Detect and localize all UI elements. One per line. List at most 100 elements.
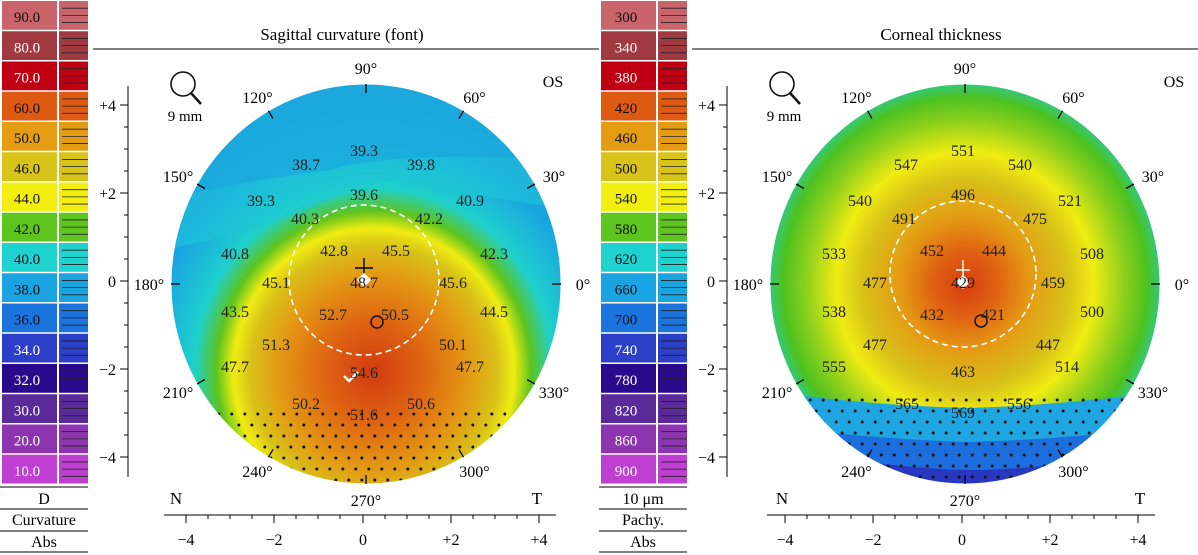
map-value: 40.8 [221,246,249,263]
map-value: 50.5 [381,307,409,324]
angle-label: 180° [733,277,763,294]
scale-level-label: 860 [615,434,638,450]
map-value: 45.6 [439,275,467,292]
map-value: 45.5 [382,243,410,260]
scale-level-label: 60.0 [14,101,40,117]
magnifier-icon[interactable] [769,71,801,105]
check-marker [343,371,359,383]
scale-swatch [2,1,57,30]
scale-level-label: 10.0 [14,464,40,480]
scale-swatch [601,122,656,151]
map-value: 39.3 [247,193,275,210]
scale-level-label: 50.0 [14,131,40,147]
angle-label: 300° [459,464,489,481]
y-tick-label: 0 [108,274,116,291]
map-value: 42.2 [415,211,443,228]
y-tick-label: −2 [698,362,715,379]
map-title: Sagittal curvature (font) [260,25,423,44]
map-value: 538 [822,304,846,321]
map-value: 533 [822,246,846,263]
map-value: 565 [895,396,919,413]
color-scale: 300 340 380 420 460 500 540 580 620 660 700 740 780 8… [601,1,656,484]
map-value: 477 [863,337,887,354]
temporal-label: T [1135,489,1146,508]
scale-swatch [2,243,57,272]
map-value: 38.7 [292,157,320,174]
x-tick-label: 0 [359,532,367,549]
map-value: 45.1 [262,275,290,292]
scale-level-label: 46.0 [14,161,40,177]
map-value: 40.3 [291,211,319,228]
scale-level-label: 80.0 [14,40,40,56]
map-value: 51.6 [350,407,378,424]
x-tick-label: 0 [958,532,966,549]
angle-label: 330° [539,385,569,402]
map-value: 508 [1080,246,1104,263]
map-value: 477 [863,275,887,292]
magnifier-icon[interactable] [170,71,202,105]
scale-swatch [2,91,57,121]
angle-label: 210° [163,385,193,402]
x-tick-label: −4 [177,532,194,549]
angle-label: 150° [762,169,792,186]
scale-level-label: 500 [615,161,638,177]
angle-label: 0° [576,277,590,294]
y-tick-label: +2 [99,186,116,203]
scale-swatch [601,303,656,333]
angle-label: 210° [762,385,792,402]
map-value: 43.5 [221,304,249,321]
scale-swatch [601,182,656,212]
scale-level-label: 32.0 [14,373,40,389]
map-value: 54.6 [350,365,378,382]
angle-label: 240° [242,464,272,481]
y-tick-label: −2 [99,362,116,379]
scale-type-label: Curvature [12,512,76,529]
map-value: 39.3 [350,143,378,160]
thickness-panel: 300 340 380 420 460 500 540 580 620 660 700 740 780 8… [599,1,1198,553]
eye-label: OS [543,74,563,91]
angle-label: 90° [355,61,377,78]
map-value: 52.7 [319,307,347,324]
scale-swatch [601,1,656,30]
x-tick-label: +2 [1041,532,1058,549]
angle-label: 120° [242,90,272,107]
temporal-label: T [532,489,543,508]
map-value: 50.1 [439,337,467,354]
scale-level-label: 300 [615,10,638,26]
scale-level-label: 620 [615,252,638,268]
y-tick-label: +4 [99,98,116,115]
scale-swatch [2,152,57,181]
angle-label: 30° [1142,169,1164,186]
map-value: 491 [892,211,916,228]
map-value: 48.7 [350,275,378,292]
x-tick-label: −2 [265,532,282,549]
scale-level-label: 90.0 [14,10,40,26]
map-value: 496 [951,187,975,204]
map-value: 51.3 [262,337,290,354]
color-scale: 90.0 80.0 70.0 60.0 50.0 46.0 44.0 42.0 40.0 38.0… [2,1,57,484]
y-tick-label: +2 [698,186,715,203]
map-value: 540 [1008,157,1032,174]
scale-swatch [601,91,656,121]
map-value: 444 [982,243,1006,260]
scale-level-label: 20.0 [14,434,40,450]
scale-level-label: 660 [615,282,638,298]
y-tick-label: −4 [99,450,116,467]
map-value: 540 [848,193,872,210]
angle-label: 180° [134,277,164,294]
scale-level-label: 34.0 [14,343,40,359]
map-value: 463 [951,364,975,381]
scale-swatch [2,31,57,60]
angle-label: 270° [950,493,980,510]
angle-label: 90° [954,61,976,78]
map-value: 429 [951,275,975,292]
scale-swatch [601,394,656,423]
x-tick-label: +4 [530,532,547,549]
scale-level-label: 740 [615,343,638,359]
map-value: 40.9 [456,193,484,210]
map-value: 432 [920,307,944,324]
angle-label: 330° [1138,385,1168,402]
map-value: 569 [951,405,975,422]
scale-swatch [601,424,656,454]
scale-swatch [601,454,656,484]
